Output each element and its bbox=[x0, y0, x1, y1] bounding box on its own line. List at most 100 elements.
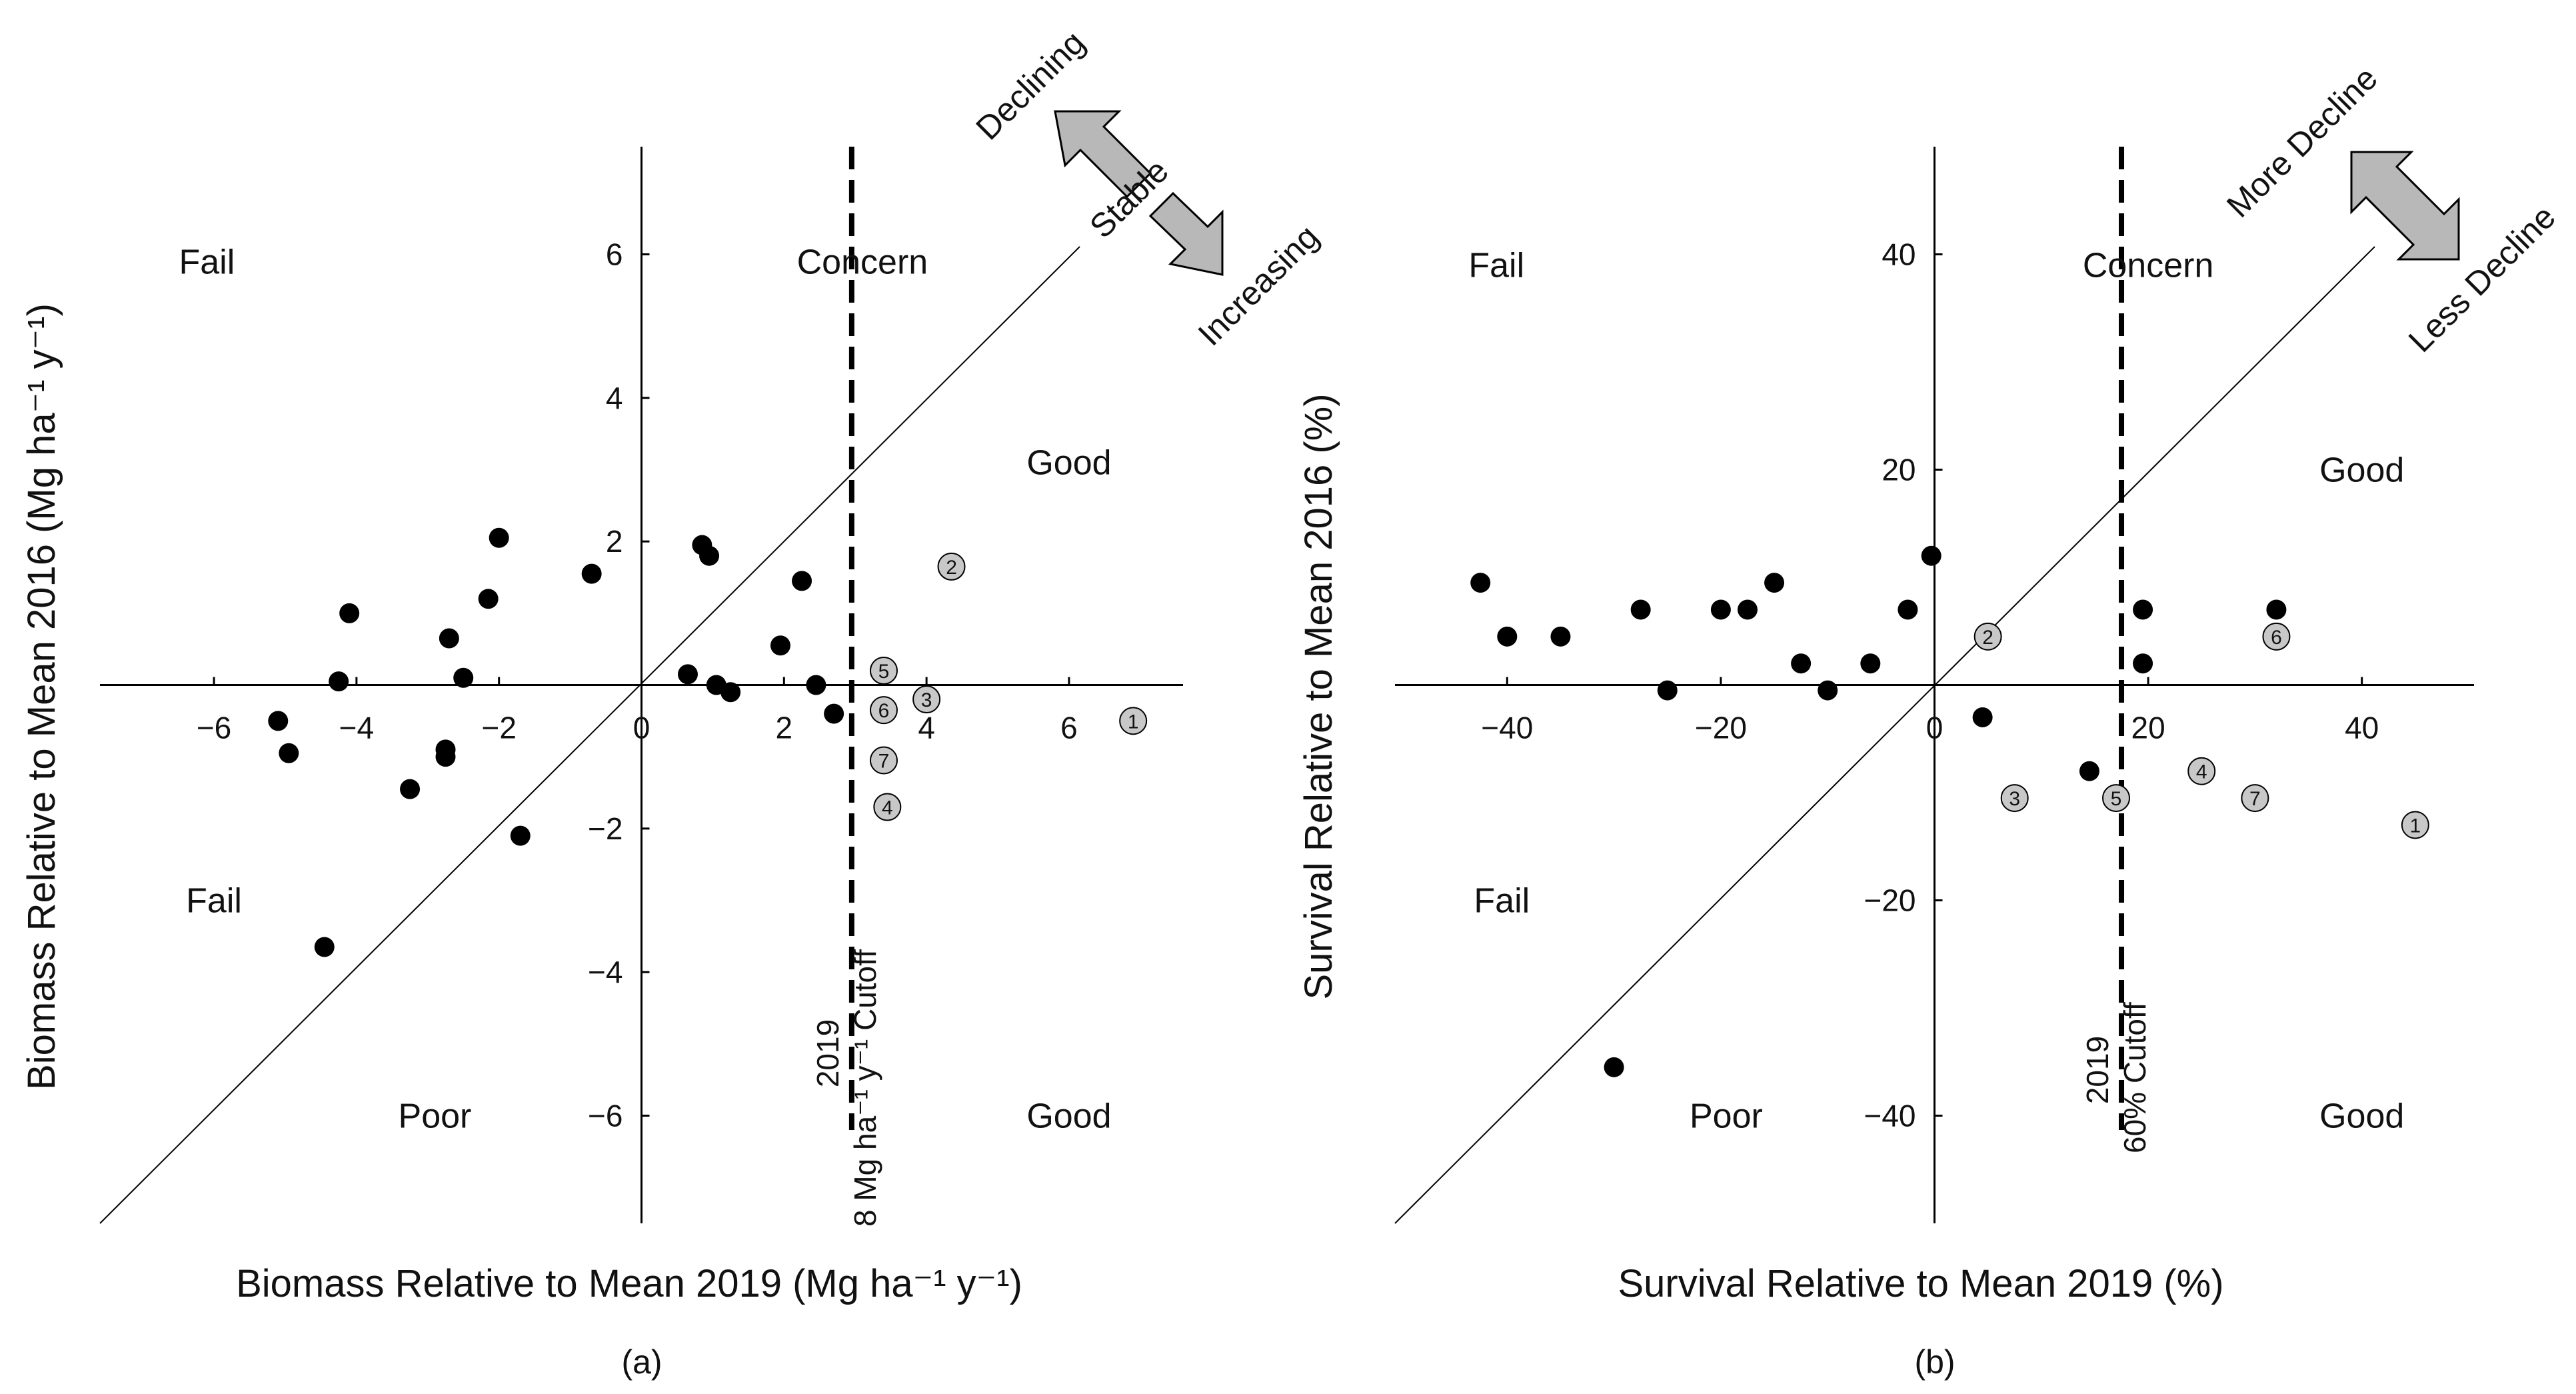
numbered-site-label: 4 bbox=[882, 797, 893, 819]
site-point bbox=[1604, 1057, 1624, 1077]
region-label-poor: Poor bbox=[399, 1097, 472, 1136]
site-point bbox=[824, 703, 844, 724]
region-label-poor: Poor bbox=[1690, 1097, 1763, 1136]
cutoff-year-label: 2019 bbox=[810, 1019, 845, 1087]
site-point bbox=[1630, 599, 1651, 620]
site-point bbox=[268, 711, 289, 731]
site-point bbox=[510, 825, 531, 846]
numbered-site-point bbox=[1119, 707, 1148, 735]
site-point bbox=[1818, 680, 1838, 701]
numbered-site-point bbox=[937, 552, 966, 581]
site-point bbox=[1657, 680, 1678, 701]
numbered-site-label: 7 bbox=[878, 751, 890, 773]
y-tick-label: −20 bbox=[1864, 883, 1916, 918]
numbered-site-point bbox=[869, 696, 898, 725]
numbered-site-label: 6 bbox=[878, 700, 890, 722]
site-point bbox=[792, 571, 812, 591]
panel-a-label: (a) bbox=[621, 1343, 662, 1381]
increasing-arrow-icon bbox=[1148, 191, 1224, 276]
region-label-concern: Concern bbox=[2083, 247, 2214, 285]
site-point bbox=[400, 779, 421, 799]
numbered-site-point bbox=[869, 746, 898, 775]
site-point bbox=[439, 628, 459, 649]
one-to-one-line bbox=[99, 246, 1080, 1224]
region-label-concern: Concern bbox=[797, 243, 928, 281]
region-label-good-lower: Good bbox=[1026, 1097, 1111, 1136]
x-tick-label: −40 bbox=[1481, 711, 1533, 745]
x-tick-label: −2 bbox=[481, 711, 516, 745]
x-tick-label: −6 bbox=[197, 711, 231, 745]
x-tick-label: 40 bbox=[2345, 711, 2379, 745]
region-label-good-upper: Good bbox=[1026, 444, 1111, 483]
numbered-site-label: 3 bbox=[921, 689, 932, 711]
numbered-site-label: 4 bbox=[2196, 761, 2207, 783]
panel-b-y-axis-title: Survival Relative to Mean 2016 (%) bbox=[1297, 393, 1340, 999]
y-tick-label: 20 bbox=[1882, 453, 1916, 487]
site-point bbox=[1550, 626, 1571, 647]
site-point bbox=[677, 664, 698, 685]
numbered-site-point bbox=[1973, 622, 2002, 651]
panel-a-x-axis-title: Biomass Relative to Mean 2019 (Mg ha⁻¹ y… bbox=[236, 1262, 1022, 1305]
region-label-fail-upper: Fail bbox=[179, 243, 235, 281]
site-point bbox=[1860, 653, 1881, 674]
numbered-site-point bbox=[2000, 784, 2029, 813]
numbered-site-point bbox=[873, 793, 902, 821]
numbered-site-point bbox=[2102, 784, 2131, 813]
y-tick-label: −2 bbox=[588, 811, 623, 846]
panel-b-survival: −40 −20 0 20 40 −40 −20 20 40 2019 60% Cutoff Fail C… bbox=[1394, 147, 2474, 1224]
site-point bbox=[329, 671, 349, 692]
site-point bbox=[806, 675, 826, 695]
numbered-site-point bbox=[2241, 784, 2269, 813]
x-tick-label: 20 bbox=[2131, 711, 2165, 745]
site-point bbox=[453, 667, 474, 688]
site-point bbox=[1710, 599, 1731, 620]
site-point bbox=[770, 635, 790, 656]
numbered-site-label: 5 bbox=[878, 661, 890, 683]
region-label-fail-upper: Fail bbox=[1468, 247, 1524, 285]
site-point bbox=[279, 743, 299, 763]
decline-double-arrow-icon bbox=[2350, 151, 2460, 261]
x-tick-label: −4 bbox=[339, 711, 374, 745]
region-label-good-upper: Good bbox=[2319, 451, 2404, 490]
y-tick-label: −4 bbox=[588, 955, 623, 989]
numbered-site-point bbox=[2401, 811, 2429, 839]
panel-a-y-axis-title: Biomass Relative to Mean 2016 (Mg ha⁻¹ y… bbox=[20, 303, 63, 1090]
numbered-site-label: 1 bbox=[2409, 815, 2421, 837]
numbered-site-label: 3 bbox=[2009, 788, 2020, 810]
numbered-site-point bbox=[912, 685, 941, 714]
site-point bbox=[2133, 653, 2153, 674]
site-point bbox=[1921, 545, 1941, 566]
panel-b-label: (b) bbox=[1914, 1343, 1955, 1381]
numbered-site-label: 2 bbox=[946, 557, 957, 579]
site-point bbox=[1791, 653, 1812, 674]
x-tick-label: 0 bbox=[633, 711, 650, 745]
cutoff-threshold-label: 8 Mg ha⁻¹ y⁻¹ Cutoff bbox=[848, 949, 882, 1227]
y-tick-label: 6 bbox=[606, 237, 623, 272]
site-point bbox=[489, 527, 509, 548]
x-tick-label: 6 bbox=[1060, 711, 1078, 745]
x-tick-label: 2 bbox=[776, 711, 793, 745]
numbered-site-label: 7 bbox=[2249, 788, 2261, 810]
one-to-one-line bbox=[1394, 246, 2375, 1224]
site-point bbox=[435, 739, 456, 760]
y-tick-label: 40 bbox=[1882, 237, 1916, 272]
numbered-site-label: 2 bbox=[1982, 627, 1993, 649]
cutoff-threshold-label: 60% Cutoff bbox=[2117, 1002, 2152, 1153]
site-point bbox=[581, 563, 602, 584]
numbered-site-label: 1 bbox=[1128, 711, 1139, 733]
x-tick-label: −20 bbox=[1695, 711, 1747, 745]
numbered-site-label: 6 bbox=[2271, 627, 2282, 649]
numbered-site-point bbox=[2187, 757, 2216, 785]
x-tick-label: 0 bbox=[1926, 711, 1943, 745]
panel-b-x-axis-title: Survival Relative to Mean 2019 (%) bbox=[1618, 1262, 2223, 1305]
y-tick-label: −40 bbox=[1864, 1099, 1916, 1133]
site-point bbox=[1470, 573, 1491, 593]
site-point bbox=[339, 603, 360, 623]
x-tick-label: 4 bbox=[918, 711, 935, 745]
region-label-good-lower: Good bbox=[2319, 1097, 2404, 1136]
site-point bbox=[478, 589, 499, 609]
site-point bbox=[1497, 626, 1518, 647]
numbered-site-label: 5 bbox=[2111, 788, 2122, 810]
site-point bbox=[1972, 707, 1993, 727]
